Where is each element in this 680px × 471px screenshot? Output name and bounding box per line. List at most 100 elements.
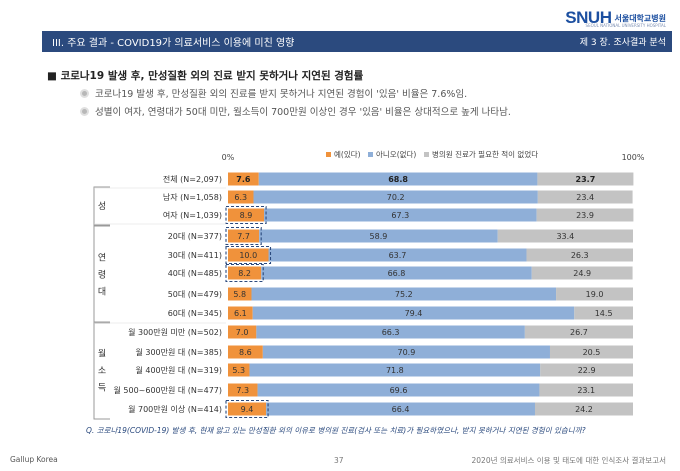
bar-r5-s2 <box>531 266 633 280</box>
highlight-box-12 <box>225 399 269 419</box>
data-label-r2-s2: 23.9 <box>576 211 594 220</box>
data-label-r5-s0: 8.2 <box>238 269 251 278</box>
bar-r3-s0 <box>228 229 260 243</box>
data-label-r8-s1: 66.3 <box>382 328 400 337</box>
axis-label-min: 0% <box>222 153 235 162</box>
data-label-r2-s0: 8.9 <box>240 211 253 220</box>
category-label-8: 월 300만원 미만 (N=502) <box>128 327 222 337</box>
data-label-r12-s2: 24.2 <box>575 405 593 414</box>
bar-r4-s0 <box>228 248 269 262</box>
data-label-r8-s2: 26.7 <box>570 328 588 337</box>
category-label-12: 월 700만원 이상 (N=414) <box>128 404 222 414</box>
logo-mark: SNUH <box>565 8 612 27</box>
logo-name: 서울대학교병원 <box>614 13 666 23</box>
data-label-r0-s0: 7.6 <box>236 175 251 184</box>
bar-r0-s2 <box>537 172 634 186</box>
bar-r9-s0 <box>228 345 263 359</box>
data-label-r2-s1: 67.3 <box>391 211 409 220</box>
logo-subtitle: SEOUL NATIONAL UNIVERSITY HOSPITAL <box>585 23 666 28</box>
data-label-r0-s2: 23.7 <box>576 175 596 184</box>
category-label-3: 20대 (N=377) <box>168 232 222 241</box>
highlight-box-4 <box>225 245 272 265</box>
highlight-box-5 <box>225 263 264 283</box>
bar-r7-s1 <box>252 306 575 320</box>
data-label-r11-s2: 23.1 <box>577 386 595 395</box>
bullet-1-text: 코로나19 발생 후, 만성질환 외의 진료를 받지 못하거나 지연된 경험이 … <box>95 89 468 100</box>
data-label-r0-s1: 68.8 <box>388 175 408 184</box>
data-label-r4-s1: 63.7 <box>389 251 407 260</box>
bar-r0-s0 <box>228 172 259 186</box>
group-label-1-char-1: 령 <box>98 269 106 281</box>
bar-r9-s2 <box>549 345 633 359</box>
category-label-10: 월 400만원 대 (N=319) <box>135 365 222 375</box>
bar-r12-s0 <box>228 402 267 416</box>
data-label-r7-s2: 14.5 <box>595 309 613 318</box>
data-label-r10-s2: 22.9 <box>578 366 596 375</box>
category-label-7: 60대 (N=345) <box>168 309 222 318</box>
bar-r3-s1 <box>259 229 498 243</box>
data-label-r3-s1: 58.9 <box>370 232 388 241</box>
bar-r3-s2 <box>497 229 633 243</box>
bar-r1-s0 <box>228 190 254 204</box>
header-title: III. 주요 결과 - COVID19가 의료서비스 이용에 미친 영향 <box>52 38 295 49</box>
bullet-1: 코로나19 발생 후, 만성질환 외의 진료를 받지 못하거나 지연된 경험이 … <box>80 86 467 100</box>
bullet-marker-icon <box>80 89 89 98</box>
category-label-4: 30대 (N=411) <box>168 251 222 260</box>
survey-question: Q. 코로나19(COVID-19) 발생 후, 현재 앓고 있는 만성질환 외… <box>86 426 586 435</box>
header-chapter: 제 3 장. 조사결과 분석 <box>579 38 666 48</box>
chapter-header-bar: III. 주요 결과 - COVID19가 의료서비스 이용에 미친 영향 제 … <box>42 31 672 52</box>
data-label-r1-s1: 70.2 <box>387 193 405 202</box>
data-label-r11-s1: 69.6 <box>390 386 408 395</box>
bar-r8-s0 <box>228 325 257 339</box>
data-label-r6-s2: 19.0 <box>586 290 604 299</box>
group-label-2-char-1: 소 <box>98 366 106 377</box>
footer-report-title: 2020년 의료서비스 이용 및 태도에 대한 인식조사 결과보고서 <box>471 456 666 465</box>
data-label-r3-s0: 7.7 <box>237 232 250 241</box>
data-label-r5-s2: 24.9 <box>573 269 591 278</box>
legend-label-1: 아니오(없다) <box>376 149 416 159</box>
bar-r9-s1 <box>262 345 550 359</box>
category-label-2: 여자 (N=1,039) <box>163 210 222 220</box>
bar-r6-s2 <box>556 287 633 301</box>
data-label-r9-s1: 70.9 <box>397 348 415 357</box>
bullet-2-text: 성별이 여자, 연령대가 50대 미만, 월소득이 700만원 이상인 경우 '… <box>95 107 511 118</box>
section-title: ■ 코로나19 발생 후, 만성질환 외의 진료 받지 못하거나 지연된 경험률 <box>47 70 364 82</box>
data-label-r6-s0: 5.8 <box>233 290 246 299</box>
bar-r6-s0 <box>228 287 252 301</box>
group-label-1-char-0: 연 <box>98 253 106 264</box>
bar-r11-s1 <box>257 383 540 397</box>
bar-r5-s1 <box>261 266 532 280</box>
group-label-1-char-2: 대 <box>98 287 106 298</box>
data-label-r4-s0: 10.0 <box>239 251 257 260</box>
data-label-r3-s2: 33.4 <box>556 232 574 241</box>
bar-r2-s0 <box>228 208 265 222</box>
axis-label-max: 100% <box>622 153 645 162</box>
bar-r2-s2 <box>536 208 634 222</box>
data-label-r6-s1: 75.2 <box>395 290 413 299</box>
bullet-2: 성별이 여자, 연령대가 50대 미만, 월소득이 700만원 이상인 경우 '… <box>80 104 511 118</box>
highlight-box-2 <box>225 205 267 225</box>
category-label-11: 월 500~600만원 대 (N=477) <box>113 385 222 395</box>
data-label-r8-s0: 7.0 <box>236 328 249 337</box>
bullet-marker-icon <box>80 107 89 116</box>
bar-r7-s2 <box>574 306 633 320</box>
bar-r12-s2 <box>534 402 633 416</box>
data-label-r9-s0: 8.6 <box>239 348 252 357</box>
data-label-r10-s1: 71.8 <box>386 366 404 375</box>
data-label-r9-s2: 20.5 <box>583 348 601 357</box>
data-label-r7-s1: 79.4 <box>405 309 423 318</box>
bar-r7-s0 <box>228 306 253 320</box>
bar-r0-s1 <box>258 172 538 186</box>
data-label-r5-s1: 66.8 <box>388 269 406 278</box>
legend-label-2: 병의원 진료가 필요한 적이 없었다 <box>432 149 538 159</box>
legend-swatch-1 <box>368 152 373 157</box>
bar-r11-s0 <box>228 383 258 397</box>
bar-r1-s2 <box>537 190 633 204</box>
legend-swatch-2 <box>424 152 429 157</box>
bar-r8-s2 <box>524 325 633 339</box>
category-label-1: 남자 (N=1,058) <box>163 193 222 202</box>
bar-r4-s2 <box>526 248 633 262</box>
category-label-0: 전체 (N=2,097) <box>163 174 222 184</box>
data-label-r1-s0: 6.3 <box>234 193 247 202</box>
